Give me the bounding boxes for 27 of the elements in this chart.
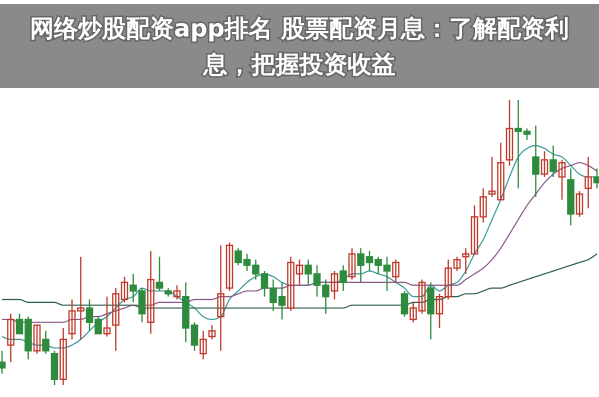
candlestick bbox=[156, 256, 164, 292]
candlestick bbox=[540, 150, 548, 178]
candlestick bbox=[400, 290, 408, 318]
candlestick bbox=[33, 324, 41, 354]
candlestick bbox=[173, 284, 181, 300]
candlestick bbox=[7, 313, 14, 363]
candlestick bbox=[103, 296, 111, 338]
chart-title: 网络炒股配资app排名 股票配资月息：了解配资利息，把握投资收益 bbox=[30, 14, 569, 78]
candlestick bbox=[340, 264, 347, 292]
candlestick bbox=[348, 248, 356, 280]
candlestick bbox=[0, 350, 6, 374]
candlestick bbox=[532, 125, 540, 198]
candlestick bbox=[584, 156, 592, 209]
candlestick bbox=[147, 250, 154, 334]
candlestick bbox=[200, 330, 207, 360]
candlestick bbox=[42, 330, 50, 354]
candlestick bbox=[60, 327, 67, 386]
candlestick bbox=[330, 270, 338, 300]
candlestick bbox=[593, 168, 599, 189]
candlestick bbox=[558, 159, 566, 200]
candlestick bbox=[392, 258, 400, 284]
candlestick bbox=[550, 144, 557, 178]
candlestick bbox=[208, 324, 216, 340]
candlestick bbox=[506, 99, 514, 166]
candlestick bbox=[226, 242, 234, 292]
candlestick bbox=[576, 190, 584, 218]
candlestick bbox=[217, 244, 224, 352]
